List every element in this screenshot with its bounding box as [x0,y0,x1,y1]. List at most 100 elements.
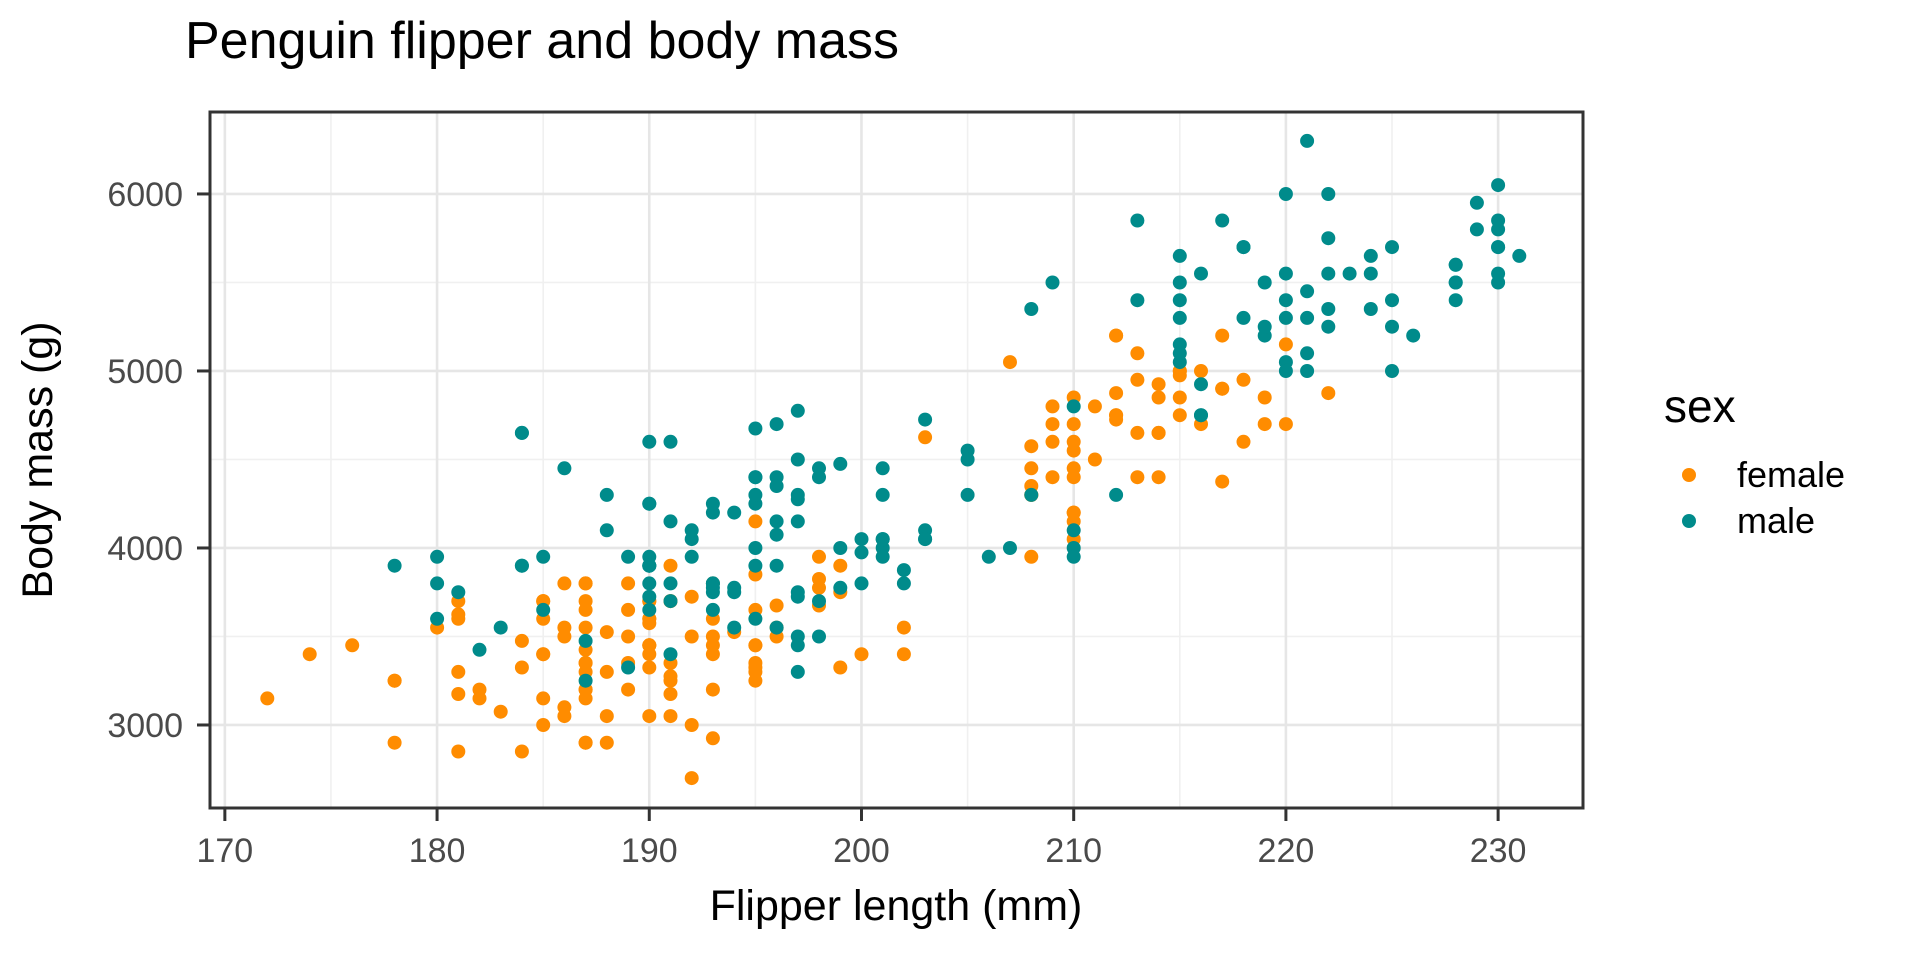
data-point-female [578,620,593,635]
y-tick-label: 6000 [107,176,183,214]
data-point-male [769,479,784,493]
data-point-female [1003,355,1017,370]
data-point-male [663,594,678,609]
data-point-male [1385,240,1399,255]
data-point-male [812,594,826,609]
data-point-male [1278,187,1293,201]
data-point-male [918,532,933,547]
data-point-female [536,718,551,732]
data-point-female [578,576,593,591]
data-point-male [1363,248,1378,263]
data-point-male [451,585,466,600]
legend-female-dot-icon [1682,468,1696,482]
data-point-female [260,691,275,706]
data-point-female [1087,452,1102,467]
data-point-male [1512,248,1527,263]
data-point-female [854,647,869,662]
x-tick-label: 180 [409,832,466,870]
data-point-male [875,532,890,547]
x-tick-label: 230 [1470,832,1527,870]
y-axis: 3000 4000 5000 6000 [107,176,210,745]
data-point-female [451,664,466,679]
data-point-male [727,505,742,520]
data-point-female [599,709,614,724]
data-point-female [1130,425,1145,440]
legend-female-label: female [1737,454,1845,495]
data-point-male [875,549,890,564]
data-point-male [430,576,445,591]
data-point-female [1151,377,1166,392]
data-point-female [1151,390,1166,405]
data-point-female [621,602,636,617]
data-point-male [1469,195,1484,210]
data-point-male [1342,266,1357,281]
data-point-female [684,629,699,644]
data-point-male [769,527,784,542]
data-point-female [1045,417,1060,432]
data-point-male [1003,541,1017,555]
panel-border [208,110,1585,810]
data-point-female [1278,417,1293,432]
data-point-female [833,660,848,675]
data-point-male [812,629,826,644]
data-point-male [1194,266,1208,281]
data-point-female [1045,470,1060,485]
data-point-male [854,576,869,591]
data-point-male [918,412,933,427]
data-point-female [1130,346,1145,361]
data-point-male [790,585,805,600]
data-point-female [705,629,720,644]
data-point-female [1172,390,1187,405]
data-point-male [1491,213,1506,228]
data-point-male [727,580,742,595]
data-point-male [1172,293,1187,308]
data-point-male [599,487,614,502]
data-point-male [790,664,805,679]
data-point-male [1045,275,1060,290]
data-point-male [705,580,720,595]
data-point-male [663,576,678,591]
data-point-female [578,735,593,750]
data-point-male [727,620,742,635]
x-axis: 170 180 190 200 210 220 230 [196,808,1526,870]
data-point-female [1130,470,1145,485]
data-point-male [1194,377,1208,392]
data-point-female [1066,434,1081,449]
data-point-male [1172,275,1187,290]
data-point-female [748,664,763,679]
data-point-male [684,549,699,564]
data-point-female [663,673,678,688]
data-point-female [621,576,636,591]
legend-male-dot-icon [1682,514,1696,528]
data-point-male [1491,275,1506,290]
data-point-female [1257,390,1272,405]
gridlines-minor [210,112,1583,808]
data-point-female [1172,368,1187,383]
data-point-male [684,523,699,538]
data-point-male [1469,222,1484,237]
data-point-male [748,611,763,626]
data-point-male [514,425,529,440]
data-point-female [705,647,720,662]
data-point-male [642,558,657,573]
data-point-male [769,417,784,432]
data-point-male [790,452,805,467]
data-point-male [705,496,720,511]
data-point-female [663,687,678,701]
data-point-male [875,461,890,476]
data-point-male [1385,319,1399,334]
data-point-female [663,558,678,573]
data-point-male [960,452,975,467]
data-point-female [302,647,317,662]
x-tick-label: 170 [196,832,253,870]
data-point-female [1151,425,1166,440]
data-point-female [833,558,848,573]
data-point-male [1300,310,1315,325]
data-point-male [1385,364,1399,378]
data-point-male [430,611,445,626]
data-point-female [684,718,699,732]
data-point-male [833,541,848,555]
data-point-female [599,625,614,640]
data-point-female [1215,328,1230,343]
